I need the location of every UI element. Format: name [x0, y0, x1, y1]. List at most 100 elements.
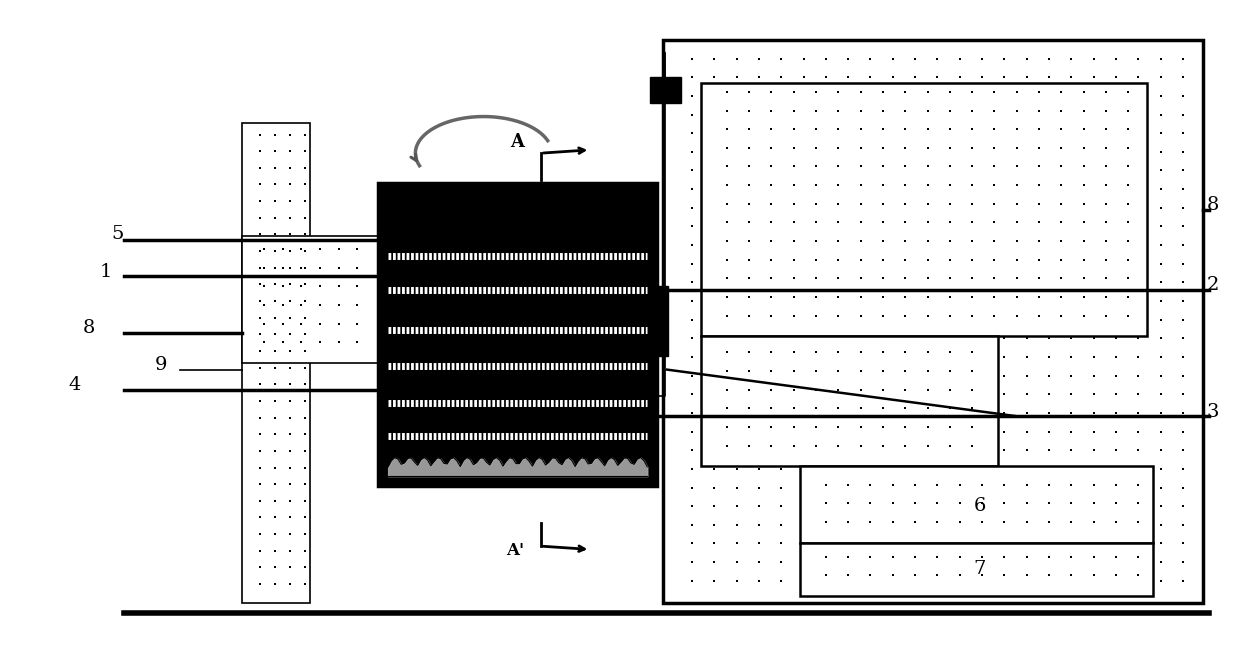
Point [1151, 426, 1171, 437]
Point [1061, 445, 1081, 456]
Point [749, 426, 769, 437]
Point [895, 180, 915, 190]
Point [1052, 254, 1071, 265]
Point [1017, 519, 1037, 530]
Point [771, 184, 791, 194]
Point [717, 366, 737, 376]
Point [1151, 91, 1171, 101]
Point [749, 538, 769, 549]
Bar [800, 543, 1153, 596]
Point [816, 296, 836, 306]
Point [749, 109, 769, 120]
Point [1084, 128, 1104, 139]
Point [950, 575, 970, 586]
Point [1017, 498, 1037, 509]
Point [806, 198, 826, 209]
Point [265, 496, 285, 506]
Point [972, 482, 992, 493]
Point [347, 244, 367, 254]
Point [717, 143, 737, 153]
Point [295, 396, 315, 406]
Point [861, 519, 880, 530]
Point [1106, 370, 1126, 381]
Point [749, 184, 769, 194]
Point [1173, 501, 1193, 511]
Point [806, 236, 826, 246]
Point [784, 273, 804, 284]
Point [1096, 198, 1116, 209]
Point [1061, 538, 1081, 549]
Point [1128, 501, 1148, 511]
Point [918, 198, 937, 209]
Point [972, 517, 992, 527]
Point [928, 519, 947, 530]
Point [1007, 310, 1027, 321]
Point [295, 246, 315, 256]
Point [704, 128, 724, 139]
Point [828, 273, 848, 284]
Point [883, 109, 903, 120]
Point [1151, 258, 1171, 269]
Point [873, 143, 893, 153]
Point [838, 128, 858, 139]
Point [329, 337, 348, 348]
Point [1039, 91, 1059, 101]
Point [1084, 240, 1104, 250]
Point [994, 147, 1014, 157]
Point [873, 273, 893, 284]
Point [749, 53, 769, 64]
Point [1039, 72, 1059, 83]
Point [838, 53, 858, 64]
Point [1017, 72, 1037, 83]
Point [873, 217, 893, 228]
Point [928, 482, 947, 493]
Point [1017, 277, 1037, 288]
Point [1118, 143, 1138, 153]
Point [310, 337, 330, 348]
Point [873, 366, 893, 376]
Point [1151, 296, 1171, 306]
Point [771, 240, 791, 250]
Point [873, 310, 893, 321]
Point [950, 72, 970, 83]
Point [273, 262, 293, 273]
Point [873, 422, 893, 432]
Point [280, 545, 300, 556]
Point [883, 53, 903, 64]
Point [1096, 217, 1116, 228]
Point [950, 314, 970, 325]
Point [873, 180, 893, 190]
Point [1061, 91, 1081, 101]
Point [280, 396, 300, 406]
Point [784, 180, 804, 190]
Point [895, 217, 915, 228]
Point [1007, 143, 1027, 153]
Point [704, 370, 724, 381]
Point [928, 517, 947, 527]
Point [950, 109, 970, 120]
Point [994, 296, 1014, 306]
Point [794, 538, 813, 549]
Point [1017, 480, 1037, 490]
Point [972, 370, 992, 381]
Point [1084, 557, 1104, 567]
Bar [800, 466, 1153, 543]
Point [1084, 408, 1104, 418]
Point [1084, 551, 1104, 562]
Point [883, 333, 903, 344]
Point [994, 333, 1014, 344]
Point [1084, 314, 1104, 325]
Point [1151, 575, 1171, 586]
Point [806, 180, 826, 190]
Point [784, 217, 804, 228]
Point [851, 403, 870, 414]
Point [682, 165, 702, 176]
Point [972, 91, 992, 101]
Point [1084, 91, 1104, 101]
Point [962, 384, 982, 395]
Point [928, 501, 947, 511]
Point [806, 124, 826, 135]
Point [928, 538, 947, 549]
Point [1029, 236, 1049, 246]
Point [1084, 165, 1104, 176]
